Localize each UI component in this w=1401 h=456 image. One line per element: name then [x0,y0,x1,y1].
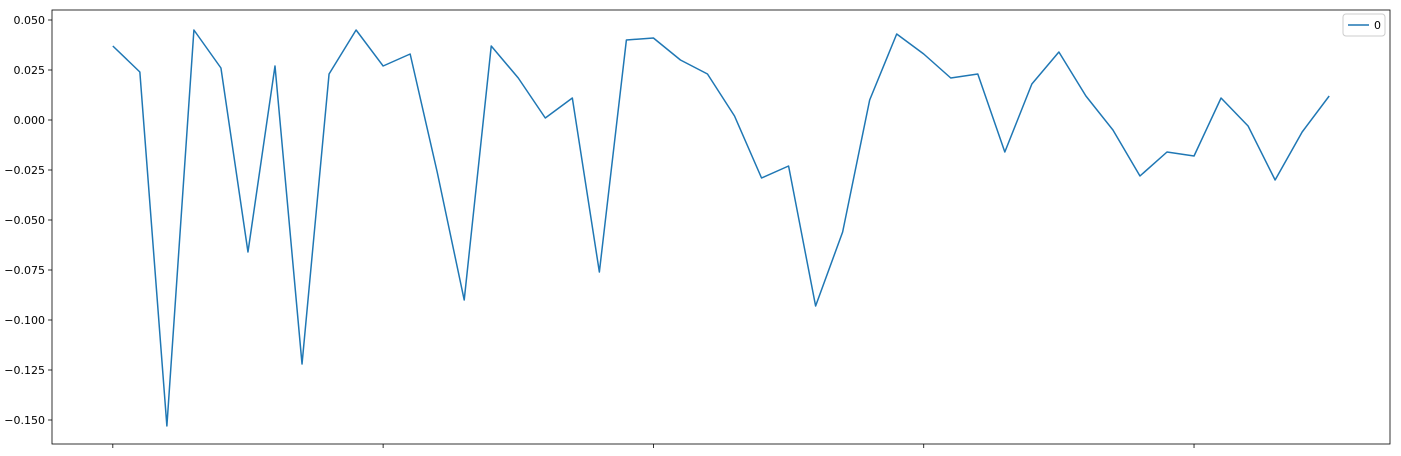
y-tick-label: −0.075 [4,264,45,277]
series-line-0 [112,29,1330,427]
legend: 0 [1342,13,1386,37]
y-tick-label: −0.050 [4,214,45,227]
y-tick-label: 0.000 [14,114,46,127]
y-tick-label: −0.125 [4,364,45,377]
y-tick-label: −0.150 [4,414,45,427]
y-tick-label: −0.100 [4,314,45,327]
y-axis: 0.050 0.025 0.000 −0.025 −0.050 −0.075 −0.100 −… [4,14,52,427]
legend-label: 0 [1374,19,1381,32]
plot-frame [51,9,1391,445]
x-axis [112,444,1195,448]
y-tick-label: 0.025 [14,64,46,77]
y-tick-label: −0.025 [4,164,45,177]
plot-area [112,29,1330,427]
y-tick-label: 0.050 [14,14,46,27]
